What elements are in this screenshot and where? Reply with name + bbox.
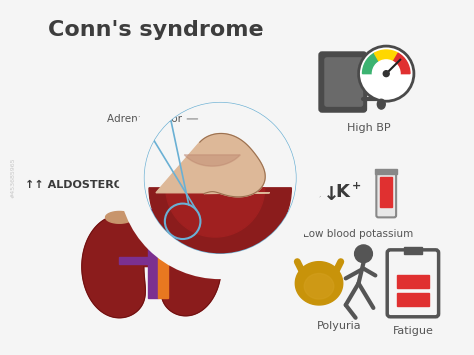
Bar [380, 177, 392, 207]
Bar [158, 209, 168, 298]
Bar [397, 293, 428, 306]
Wedge shape [149, 188, 292, 259]
Text: Low blood potassium: Low blood potassium [303, 229, 414, 239]
Wedge shape [166, 188, 264, 237]
Polygon shape [106, 212, 133, 223]
Text: High BP: High BP [346, 123, 390, 133]
Polygon shape [184, 155, 240, 166]
Bar [119, 257, 149, 264]
Polygon shape [170, 216, 195, 226]
Circle shape [358, 46, 414, 101]
Wedge shape [374, 50, 398, 73]
Polygon shape [161, 217, 221, 316]
Bar [375, 169, 397, 174]
Text: Adrenal tumor: Adrenal tumor [107, 114, 198, 124]
FancyBboxPatch shape [319, 52, 366, 112]
Text: Polyuria: Polyuria [317, 321, 361, 331]
Bar [158, 257, 186, 264]
Bar [404, 247, 422, 254]
Text: Conn's syndrome: Conn's syndrome [48, 20, 264, 40]
Text: +: + [352, 181, 361, 191]
Polygon shape [156, 133, 270, 197]
FancyBboxPatch shape [376, 172, 396, 217]
Wedge shape [363, 53, 386, 73]
Ellipse shape [377, 99, 385, 109]
Text: ↓↓: ↓↓ [307, 185, 340, 204]
Text: Fatigue: Fatigue [392, 326, 433, 335]
Circle shape [355, 245, 373, 263]
FancyBboxPatch shape [325, 58, 363, 106]
Circle shape [383, 71, 389, 77]
Text: #453685965: #453685965 [11, 158, 16, 198]
Ellipse shape [304, 273, 334, 299]
Bar [397, 275, 428, 288]
Text: ↑↑ ALDOSTERONE: ↑↑ ALDOSTERONE [25, 180, 139, 190]
Bar [148, 209, 158, 298]
Text: K: K [336, 183, 350, 201]
Polygon shape [295, 262, 343, 305]
Circle shape [373, 60, 400, 87]
Polygon shape [82, 215, 157, 318]
Wedge shape [386, 53, 410, 73]
